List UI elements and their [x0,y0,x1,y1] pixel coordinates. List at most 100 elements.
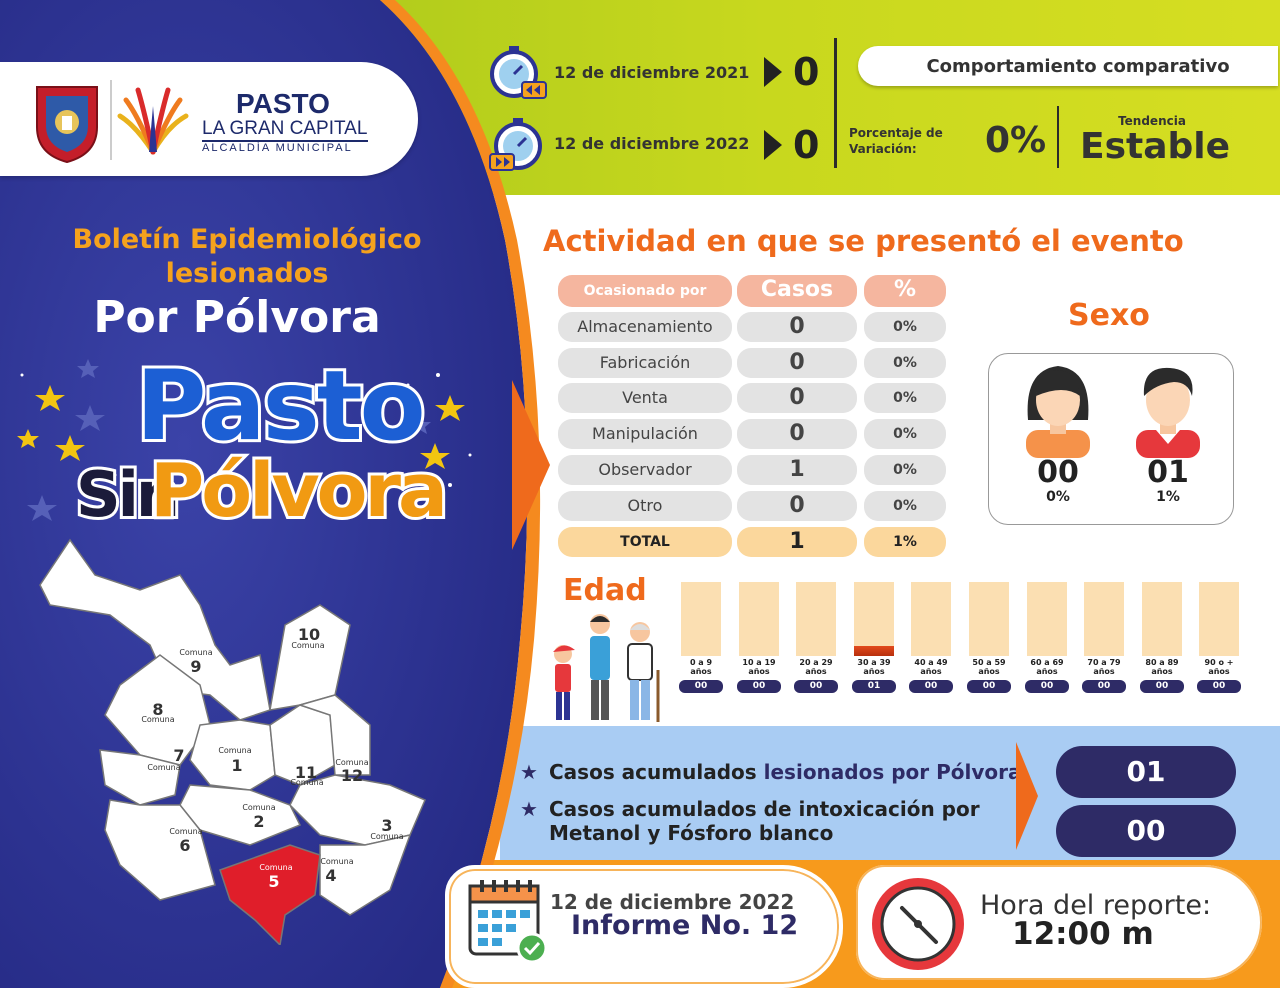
map-comuna-7-label: Comuna [147,763,180,772]
table-row-label: Manipulación [558,419,732,449]
age-bar-background [911,582,951,656]
map-comuna-4-label: Comuna [320,857,353,866]
age-group-label: 10 a 19 [742,658,776,667]
age-group-unit: años [690,667,712,676]
table-row-cases: 0 [737,348,857,378]
map-comuna-1-label: Comuna [218,746,251,755]
coat-of-arms-icon [36,86,98,164]
table-row-pct: 0% [864,348,946,378]
accumulated-arrow-icon [1016,742,1038,850]
age-bar-background [854,582,894,656]
comparison-title: Comportamiento comparativo [926,56,1230,77]
age-group-value: 00 [967,680,1011,693]
map-comuna-9-label: Comuna [179,648,212,657]
age-group-label: 50 a 59 [972,658,1006,667]
calendar-check-icon [468,880,548,964]
sparkle-stars [17,359,472,521]
age-group-value: 00 [1197,680,1241,693]
map-comuna-1: 1 [231,756,242,775]
age-group-value: 01 [852,680,896,693]
table-row-label: Venta [558,383,732,413]
map-comuna-11-label: Comuna [290,778,323,787]
accumulated-value-2: 00 [1056,805,1236,857]
age-group-value: 00 [794,680,838,693]
variation-value: 0% [985,120,1047,161]
age-group-label: 30 a 39 [857,658,891,667]
variation-label-2: Variación: [849,142,917,156]
age-group-value: 00 [1140,680,1184,693]
age-bar-background [1084,582,1124,656]
age-group-label: 60 a 69 [1030,658,1064,667]
age-group-value: 00 [737,680,781,693]
campaign-pasto: Pasto [133,347,429,465]
stopwatch-rewind-icon [490,46,547,99]
arrow-2022-icon [764,130,782,160]
age-bar-background [969,582,1009,656]
brand-pasto: PASTO [236,88,330,119]
accumulated-value-1: 01 [1056,746,1236,798]
trend-value: Estable [1080,126,1231,167]
map-comuna-8: 8 [152,700,163,719]
map-comuna-2: 2 [253,812,264,831]
female-count: 00 [1037,455,1079,490]
age-group-value: 00 [1025,680,1069,693]
map-comuna-6-label: Comuna [169,827,202,836]
campaign-sin: Sin [73,455,183,534]
table-row-pct: 0% [864,383,946,413]
age-group-unit: años [1036,667,1058,676]
accumulated-item1: Casos acumulados lesionados por Pólvora [549,760,1022,784]
map-comuna-12: 12 [341,766,363,785]
age-group-label: 40 a 49 [914,658,948,667]
star-icon-1: ★ [520,760,538,784]
activity-title: Actividad en que se presentó el evento [543,224,1184,258]
table-row-pct: 0% [864,312,946,342]
star-icon-2: ★ [520,797,538,821]
map-comuna-2-label: Comuna [242,803,275,812]
clock-icon [872,878,964,970]
comparison-value-2022: 0 [793,123,820,167]
variation-label-1: Porcentaje de [849,126,943,140]
table-row-pct: 0% [864,491,946,521]
age-bar-background [1199,582,1239,656]
table-total-pct: 1% [864,527,946,557]
brand-underline [202,140,368,142]
comunas-map: Comuna Comuna Comuna Comuna Comuna Comun… [39,538,426,945]
male-pct: 1% [1156,489,1180,505]
age-bar-background [1027,582,1067,656]
table-header-pct: % [864,275,946,307]
table-row-cases: 0 [737,491,857,521]
comparison-date-2022: 12 de diciembre 2022 [554,134,750,153]
stopwatch-forward-icon [489,118,542,171]
age-group-label: 80 a 89 [1145,658,1179,667]
bulletin-title-line2: lesionados [165,258,329,289]
table-row-cases: 0 [737,312,857,342]
map-comuna-3-label: Comuna [370,832,403,841]
comparison-value-2021: 0 [793,50,820,94]
age-group-value: 00 [1082,680,1126,693]
age-bar-fill [854,646,894,656]
age-group-value: 00 [679,680,723,693]
table-row-label: Observador [558,455,732,485]
report-date: 12 de diciembre 2022 [550,890,795,914]
accumulated-item2: Casos acumulados de intoxicación por [549,797,980,821]
age-group-unit: años [748,667,770,676]
age-group-value: 00 [909,680,953,693]
logo-divider [110,80,112,160]
table-row-label: Otro [558,491,732,521]
campaign-polvora: Pólvora [147,445,451,537]
map-comuna-5-label: Comuna [259,863,292,872]
age-group-unit: años [920,667,942,676]
age-group-unit: años [1151,667,1173,676]
map-comuna-10: 10 [298,625,320,644]
age-group-unit: años [805,667,827,676]
map-comuna-10-label: Comuna [291,641,324,650]
condor-logo-icon [117,87,189,155]
map-comuna-11: 11 [295,763,317,782]
bulletin-title-line1: Boletín Epidemiológico [72,224,422,255]
table-row-pct: 0% [864,419,946,449]
trend-divider [1057,106,1059,168]
age-bar-background [739,582,779,656]
comparison-divider [834,38,837,168]
arrow-2021-icon [764,57,782,87]
comparison-title-pill [858,46,1278,86]
